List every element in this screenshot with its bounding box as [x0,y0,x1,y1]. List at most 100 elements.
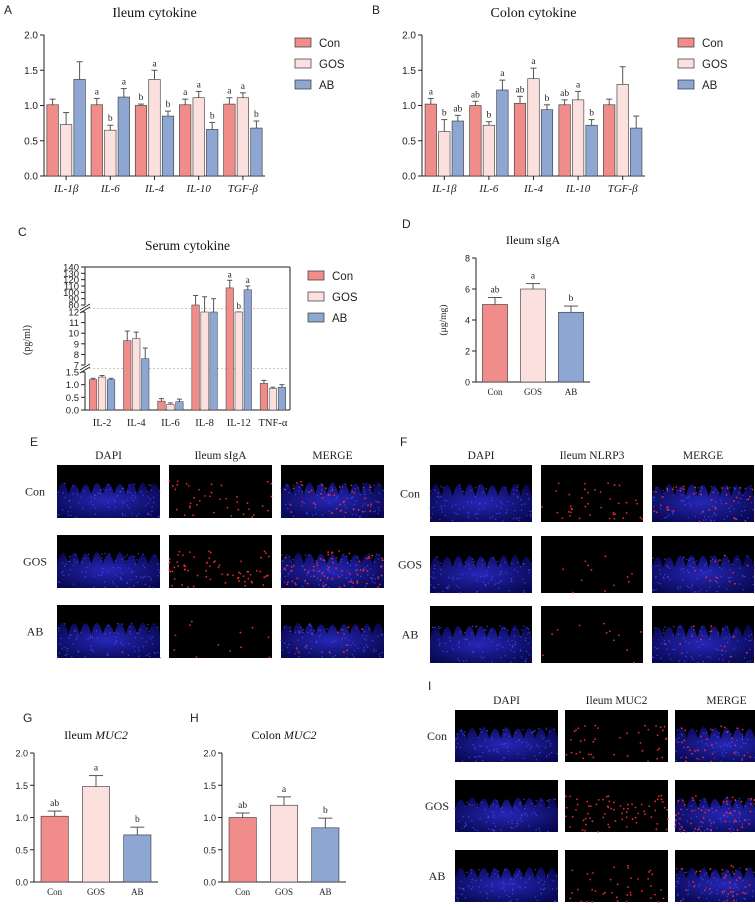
panel-i-ab-blue-nucleus-dot [524,886,526,889]
panel-f-con-blue-nucleus-dot [491,516,494,519]
panel-i-ab-merge-nucleus-dot [737,888,739,890]
panel-i-con-merge-nucleus-dot [741,757,744,759]
panel-i-gos-red-stain-dot [597,798,600,801]
panel-f-gos-blue-nucleus-dot [464,565,466,568]
panel-f-con-merge-stain-dot [726,487,729,490]
panel-f-gos-merge-stain-dot [728,580,731,583]
panel-i-con-blue-nucleus-dot [517,738,520,741]
panel-f-ab-red-stain-dot [603,622,606,625]
panel-e-ab-merge-nucleus-dot [283,642,286,644]
panel-e-con-blue-tissue-band [54,482,161,518]
panel-e-gos-red-stain-dot [239,572,242,575]
panel-i-con-merge-nucleus-dot [675,738,677,741]
panel-c-serum-cytokine-chart: C0.00.51.01.5789101112809010011012013014… [18,225,358,429]
chart-b-bar-il-4-con [513,103,527,177]
panel-i-gos-red-stain-dot [626,803,629,806]
chart-c-legend-label-gos: GOS [332,292,358,304]
panel-f-gos-merge-nucleus-dot [696,560,698,562]
panel-i-con-blue-nucleus-dot [531,732,533,734]
panel-e-gos-merge-nucleus-dot [369,568,372,570]
panel-f-gos-blue-nucleus-dot [494,583,496,585]
panel-e-ab-blue-nucleus-dot [140,629,142,631]
panel-i-con-blue-nucleus-dot [534,729,536,732]
panel-e-gos-blue-nucleus-dot [142,564,145,566]
panel-i-con-merge-stain-dot [685,756,688,759]
panel-e-gos-blue-nucleus-dot [93,575,95,577]
chart-d-bar-ab [558,311,584,383]
panel-f-ab-blue-nucleus-dot [483,637,485,639]
panel-e-ab-merge-nucleus-dot [361,634,363,637]
panel-i-ab-merge-nucleus-dot [733,887,735,889]
panel-e-ab-blue-nucleus-dot [90,645,92,647]
panel-i-gos-merge-stain-dot [725,811,728,814]
panel-e-ab-merge-nucleus-dot [307,632,309,634]
panel-e-gos-blue-nucleus-dot [135,576,138,578]
panel-f-con-merge-nucleus-dot [671,510,673,512]
panel-f-con-red-stain-dot [556,511,559,514]
panel-f-con-merge-nucleus-dot [738,502,740,504]
panel-i-gos-merge-nucleus-dot [710,825,712,827]
panel-i-gos-blue-nucleus-dot [474,829,476,831]
panel-i-gos-blue-nucleus-dot [523,807,526,810]
chart-c-ylabel: (pg/ml) [22,325,33,355]
panel-e-gos-red-stain-dot [266,574,269,577]
panel-f-gos-blue-nucleus-dot [498,581,501,584]
panel-i-con-blue-nucleus-dot [501,759,503,761]
panel-i-gos-merge-stain-dot [683,804,686,806]
panel-i-ab-blue-nucleus-dot [501,888,503,890]
panel-e-gos-blue-nucleus-dot [119,577,122,580]
panel-e-gos-blue-nucleus-dot [154,555,156,557]
panel-e-gos-red-stain-dot [226,573,229,576]
panel-f-ab-blue-nucleus-dot [433,626,436,629]
panel-e-gos-blue-nucleus-dot [134,563,137,565]
panel-i-con-blue-nucleus-dot [550,751,553,754]
panel-e-gos-merge-nucleus-dot [350,578,353,581]
panel-f-gos-merge-nucleus-dot [704,564,706,567]
panel-e-ab-merge-nucleus-dot [342,629,344,631]
panel-i-ab-merge-nucleus-dot [751,895,754,897]
panel-f-gos-blue-nucleus-dot [523,592,526,594]
panel-i-ab-merge-nucleus-dot [731,871,734,873]
panel-i-ab-blue-nucleus-dot [494,873,496,875]
chart-c-ytick-label: 120 [63,275,79,286]
panel-e-ab-merge-nucleus-dot [320,651,323,653]
panel-i-ab-red-stain-dot [577,888,579,891]
panel-i-gos-red-background [565,780,668,832]
panel-f-gos-merge-nucleus-dot [753,567,755,569]
panel-i-ab-blue-nucleus-dot [509,883,511,885]
panel-f-ab-blue-nucleus-dot [485,629,487,631]
panel-i-ab-red-stain-dot [641,890,643,892]
panel-e-con-red-stain-dot [236,495,238,498]
panel-e-gos-blue-nucleus-dot [147,575,150,578]
panel-f-gos-blue-nucleus-dot [496,560,499,563]
panel-e-gos-merge-stain-dot [338,575,341,578]
panel-e-gos-merge-nucleus-dot [372,574,374,576]
panel-e-gos-blue-nucleus-dot [62,570,64,573]
panel-f-con-merge-nucleus-dot [665,516,668,519]
panel-i-ab-merge-stain-dot [697,896,700,899]
panel-i-con-red-stain-dot [655,725,657,727]
panel-f-ab-merge-stain-dot [721,649,723,652]
panel-e-gos-red-stain-dot [209,578,212,581]
panel-f-ab-merge-stain-dot [664,643,667,646]
chart-d-ytick-label: 0 [465,378,470,388]
panel-e-con-blue-nucleus-dot [114,500,116,502]
chart-c-bar-il-8-ab [209,311,218,411]
panel-e-con-blue-nucleus-dot [127,491,129,493]
panel-f-con-merge-nucleus-dot [707,516,710,518]
panel-e-con-blue-nucleus-dot [116,494,119,497]
panel-e-gos-merge-nucleus-dot [364,585,367,588]
panel-e-gos-merge-stain-dot [296,577,299,580]
panel-f-gos-blue-nucleus-dot [500,580,502,582]
panel-i-con-red-stain-dot [577,727,580,730]
panel-e-con-merge-nucleus-dot [370,492,372,494]
panel-i-ab-red-stain-dot [609,878,612,881]
panel-i-gos-merge-stain-dot [726,796,729,799]
panel-i-con-merge-nucleus-dot [677,741,680,744]
panel-e-ab-blue-nucleus-dot [159,657,161,659]
panel-i-gos-red-stain-dot [587,805,590,807]
panel-f-con-merge-stain-dot [661,496,664,498]
panel-e-con-merge-stain-dot [367,504,369,507]
panel-f-gos-blue-nucleus-dot [523,590,525,592]
